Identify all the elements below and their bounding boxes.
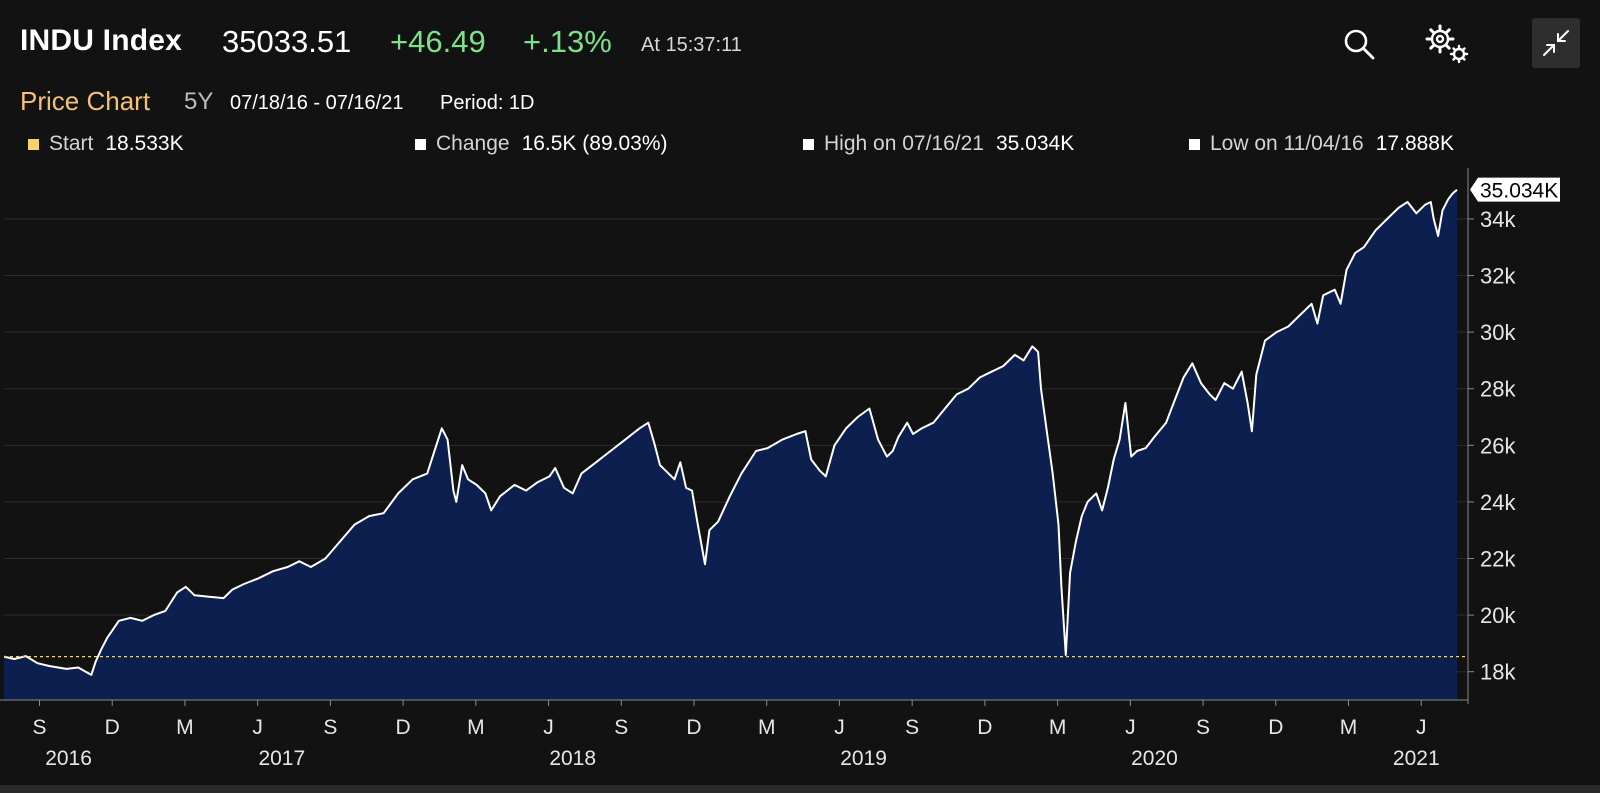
y-tick-label: 22k <box>1480 547 1516 572</box>
x-tick-label: J <box>1416 716 1427 739</box>
x-tick-label: S <box>323 716 337 739</box>
net-change: +46.49 <box>390 24 486 59</box>
legend-swatch <box>803 138 814 150</box>
last-price: 35033.51 <box>222 24 352 59</box>
bottom-scroll-track <box>0 785 1600 793</box>
x-tick-label: M <box>758 716 776 739</box>
x-tick-label: D <box>396 716 411 739</box>
stats-row: Start 18.533K Change 16.5K (89.03%) High… <box>0 132 1600 162</box>
legend-swatch <box>1189 138 1200 150</box>
price-area-fill <box>4 189 1457 700</box>
stat-low: Low on 11/04/16 17.888K <box>1189 132 1454 156</box>
search-button[interactable] <box>1335 20 1383 68</box>
x-tick-label: M <box>176 716 194 739</box>
chart-title: Price Chart <box>20 86 151 116</box>
settings-button[interactable] <box>1423 20 1471 68</box>
stat-label: Change <box>436 132 510 155</box>
legend-swatch <box>28 138 39 150</box>
x-tick-label: S <box>32 716 46 739</box>
y-tick-label: 34k <box>1480 207 1516 232</box>
legend-swatch <box>415 138 426 150</box>
x-tick-label: M <box>1340 716 1358 739</box>
x-year-label: 2018 <box>549 747 596 770</box>
x-tick-label: J <box>252 716 263 739</box>
ticker-title: INDU Index <box>20 24 183 57</box>
x-tick-label: S <box>614 716 628 739</box>
y-tick-label: 24k <box>1480 490 1516 515</box>
stat-value: 18.533K <box>105 132 184 155</box>
x-tick-label: D <box>977 716 992 739</box>
price-line <box>3 188 1458 676</box>
y-tick-label: 26k <box>1480 433 1516 458</box>
y-tick-label: 20k <box>1480 603 1516 628</box>
x-tick-label: M <box>1049 716 1067 739</box>
chart-area[interactable]: 18k 20k 22k 24k 26k 28k 30k 32k 34k 35.034K S D M J S D… <box>0 168 1600 793</box>
x-tick-label: D <box>1268 716 1283 739</box>
stat-value: 17.888K <box>1375 132 1454 155</box>
y-tick-label: 28k <box>1480 377 1516 402</box>
stat-label: Start <box>49 132 94 155</box>
x-tick-label: J <box>834 716 845 739</box>
stat-label: High on 07/16/21 <box>824 132 984 155</box>
settings-gears-icon <box>1425 24 1469 64</box>
collapse-arrows-icon <box>1543 30 1569 56</box>
x-tick-label: D <box>105 716 120 739</box>
timestamp: At 15:37:11 <box>641 34 742 56</box>
stat-label: Low on 11/04/16 <box>1210 132 1364 155</box>
price-chart[interactable]: 18k 20k 22k 24k 26k 28k 30k 32k 34k 35.034K S D M J S D… <box>0 168 1600 785</box>
percent-change: +.13% <box>523 24 612 59</box>
x-year-label: 2021 <box>1393 747 1440 770</box>
period-label: Period: 1D <box>440 92 535 114</box>
x-tick-label: M <box>467 716 485 739</box>
stat-high: High on 07/16/21 35.034K <box>803 132 1074 156</box>
x-tick-label: D <box>686 716 701 739</box>
y-tick-label: 18k <box>1480 660 1516 685</box>
last-value-tag <box>1470 177 1560 202</box>
x-year-label: 2017 <box>258 747 305 770</box>
stat-change: Change 16.5K (89.03%) <box>415 132 668 156</box>
y-tick-label: 32k <box>1480 264 1516 289</box>
x-tick-label: J <box>1125 716 1136 739</box>
header-bar: INDU Index 35033.51 +46.49 +.13% At 15:3… <box>0 0 1600 80</box>
last-value-label: 35.034K <box>1480 180 1558 203</box>
collapse-button[interactable] <box>1532 18 1580 68</box>
x-year-label: 2016 <box>45 747 92 770</box>
x-tick-label: S <box>1196 716 1210 739</box>
x-tick-label: J <box>543 716 554 739</box>
search-icon <box>1344 29 1375 60</box>
range-selector[interactable]: 5Y <box>184 88 214 115</box>
stat-value: 16.5K (89.03%) <box>521 132 668 155</box>
date-range: 07/18/16 - 07/16/21 <box>230 92 404 114</box>
x-tick-label: S <box>905 716 919 739</box>
stat-start: Start 18.533K <box>28 132 184 156</box>
y-tick-label: 30k <box>1480 320 1516 345</box>
x-year-label: 2020 <box>1131 747 1178 770</box>
x-year-label: 2019 <box>840 747 887 770</box>
stat-value: 35.034K <box>995 132 1075 155</box>
